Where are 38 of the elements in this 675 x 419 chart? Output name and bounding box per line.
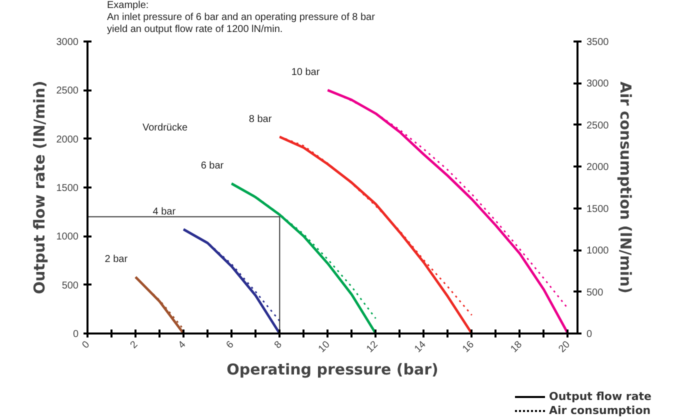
x-tick-label: 4 [176, 339, 188, 352]
x-tick-label: 8 [272, 339, 285, 352]
y2-tick-label: 1500 [586, 204, 610, 215]
series-label: 6 bar [200, 160, 224, 172]
x-tick-label: 16 [460, 339, 477, 355]
text: Air consumption [548, 403, 652, 417]
series-label: 2 bar [104, 254, 128, 266]
x-tick-label: 10 [316, 339, 333, 355]
y2-tick-label: 0 [586, 329, 592, 340]
x-tick-label: 14 [412, 339, 429, 355]
y2-tick-label: 2500 [586, 120, 610, 132]
x-axis-title: Operating pressure (bar) [226, 360, 438, 378]
y-tick-label: 1000 [56, 232, 79, 243]
y-tick-label: 2500 [56, 86, 79, 97]
text: Example: An inlet pressure of 6 bar and an operating pressure of 8 bar yield an output flow rate of 1200 lN/min. [107, 0, 375, 36]
y2-tick-label: 3500 [586, 37, 610, 48]
x-tick-label: 18 [508, 339, 525, 355]
x-tick-label: 6 [224, 339, 237, 352]
x-tick-label: 12 [364, 339, 381, 355]
y2-tick-label: 3000 [586, 78, 610, 90]
annotation: Vordrücke [142, 122, 188, 134]
y2-tick-label: 500 [586, 287, 604, 298]
y-tick-label: 0 [72, 329, 79, 340]
x-tick-label: 20 [556, 339, 573, 355]
y2-tick-label: 1000 [586, 246, 610, 257]
y-tick-label: 2000 [56, 134, 79, 146]
text: Output flow rate [548, 389, 652, 403]
series-label: 8 bar [248, 114, 272, 125]
y2-axis-title: Air consumption (lN/min) [616, 81, 635, 294]
y-tick-label: 1500 [56, 183, 79, 194]
y-axis-title: Output flow rate (lN/min) [30, 80, 48, 294]
x-tick-label: 0 [80, 339, 92, 352]
y2-tick-label: 2000 [586, 162, 610, 174]
y-tick-label: 500 [62, 280, 79, 292]
series-label: 10 bar [291, 67, 320, 78]
y-tick-label: 3000 [56, 37, 79, 48]
series-label: 4 bar [152, 206, 176, 218]
x-tick-label: 2 [128, 339, 140, 352]
